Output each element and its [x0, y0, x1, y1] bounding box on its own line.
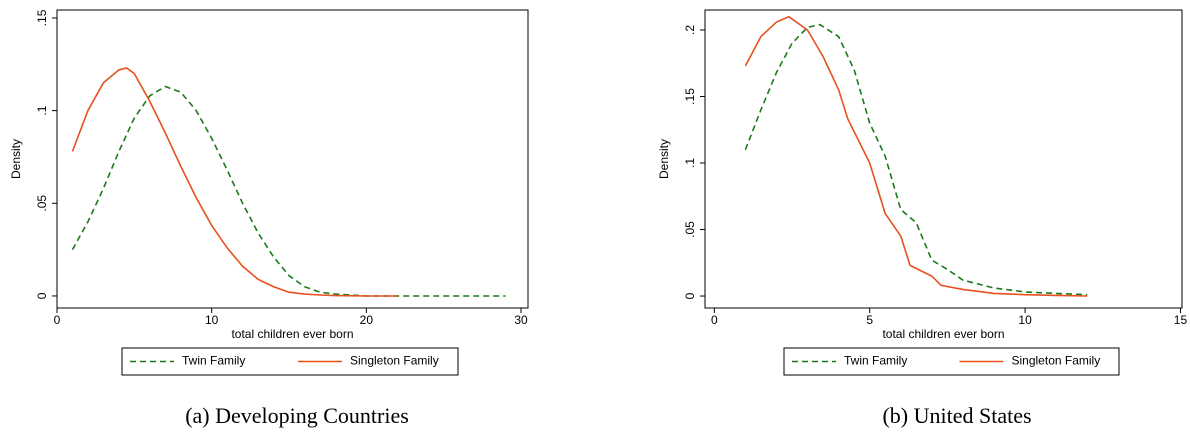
- x-tick-label: 0: [54, 313, 61, 327]
- legend-label: Singleton Family: [350, 354, 439, 368]
- y-axis-label: Density: [657, 139, 671, 179]
- x-axis-label: total children ever born: [882, 327, 1004, 341]
- plot-frame: [56, 9, 529, 309]
- x-tick-label: 15: [1174, 313, 1188, 327]
- series-line: [71, 67, 398, 297]
- y-tick-label: 0: [683, 292, 697, 299]
- y-tick-label: 0: [35, 292, 49, 299]
- x-tick-label: 10: [1018, 313, 1032, 327]
- y-tick-label: .1: [35, 105, 49, 115]
- y-tick-label: .05: [35, 195, 49, 212]
- x-axis-label: total children ever born: [231, 327, 353, 341]
- y-tick-label: .05: [683, 221, 697, 238]
- y-tick-label: .1: [683, 158, 697, 168]
- x-tick-label: 5: [866, 313, 873, 327]
- x-tick-label: 20: [360, 313, 374, 327]
- series-line: [71, 85, 506, 297]
- y-axis-label: Density: [9, 139, 23, 179]
- series-line: [744, 23, 1088, 296]
- y-tick-label: .15: [683, 88, 697, 105]
- plot-frame: [704, 9, 1183, 309]
- y-tick-label: .2: [683, 25, 697, 35]
- legend-label: Twin Family: [182, 354, 245, 368]
- caption: (b) United States: [882, 403, 1031, 428]
- x-tick-label: 0: [711, 313, 718, 327]
- x-tick-label: 30: [514, 313, 528, 327]
- legend-label: Twin Family: [844, 354, 907, 368]
- caption: (a) Developing Countries: [185, 403, 409, 428]
- x-tick-label: 10: [205, 313, 219, 327]
- legend-box: [121, 347, 459, 376]
- legend-box: [783, 347, 1120, 376]
- y-tick-label: .15: [35, 9, 49, 26]
- legend-label: Singleton Family: [1012, 354, 1101, 368]
- series-line: [744, 15, 1088, 297]
